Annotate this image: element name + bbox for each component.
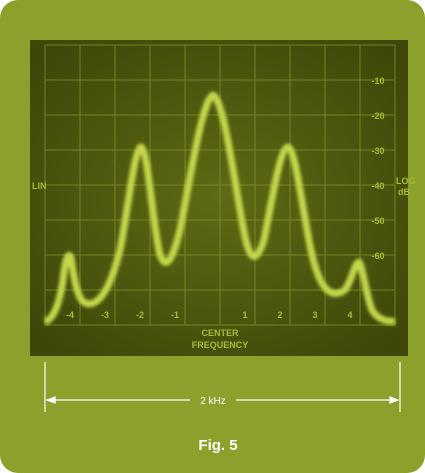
db-scale-label: -20 xyxy=(371,111,384,121)
x-scale-label: 3 xyxy=(312,310,317,320)
trace xyxy=(43,91,396,326)
span-label: 2 kHz xyxy=(200,396,226,407)
db-scale-label: -40 xyxy=(371,181,384,191)
db-scale-label: -10 xyxy=(371,76,384,86)
screen xyxy=(30,40,408,356)
db-scale-label: -60 xyxy=(371,251,384,261)
x-scale-label: -1 xyxy=(171,310,179,320)
x-scale-label: -3 xyxy=(101,310,109,320)
caption: Fig. 5 xyxy=(198,437,237,454)
center-label: CENTER xyxy=(201,328,239,338)
x-scale-label: 1 xyxy=(242,310,247,320)
lin-label: LIN xyxy=(32,181,47,191)
db-scale-label: -50 xyxy=(371,216,384,226)
x-scale-label: 4 xyxy=(347,310,352,320)
x-scale-label: -2 xyxy=(136,310,144,320)
span-marker xyxy=(44,362,401,412)
x-scale-label: 2 xyxy=(277,310,282,320)
center-label: FREQUENCY xyxy=(192,340,249,350)
x-scale-label: -4 xyxy=(66,310,74,320)
db-scale-label: -30 xyxy=(371,146,384,156)
db-label: dB xyxy=(398,187,410,197)
log-label: LOG xyxy=(396,176,416,186)
